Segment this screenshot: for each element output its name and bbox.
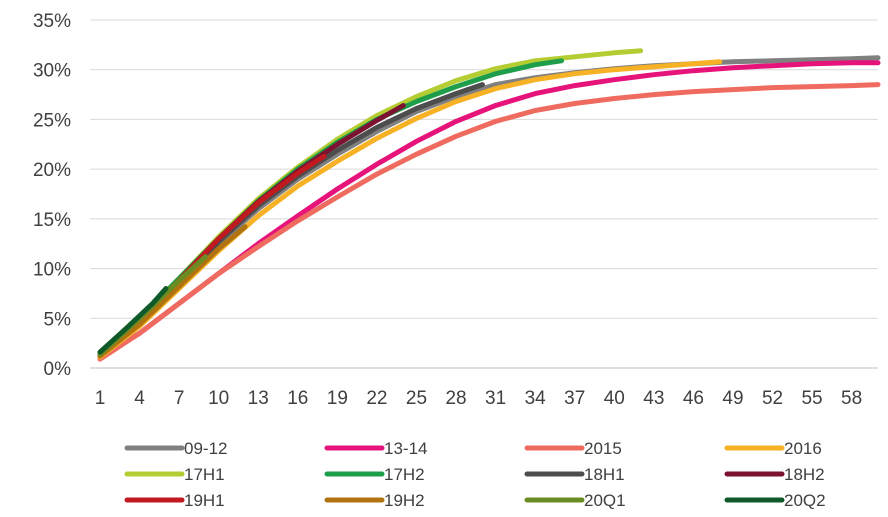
x-tick-label: 40 — [604, 388, 625, 409]
legend-label-17h1: 17H1 — [184, 465, 225, 484]
y-tick-label: 10% — [33, 260, 71, 281]
x-tick-label: 13 — [248, 388, 269, 409]
x-tick-label: 55 — [801, 388, 822, 409]
legend-label-20q1: 20Q1 — [584, 491, 626, 510]
x-tick-label: 28 — [445, 388, 466, 409]
x-tick-label: 1 — [95, 388, 106, 409]
y-axis-tick-labels: 0% 5% 10% 15% 20% 25% 30% 35% — [33, 11, 71, 380]
y-tick-label: 20% — [33, 160, 71, 181]
series-line-13-14 — [97, 60, 881, 361]
legend-label-19h2: 19H2 — [384, 491, 425, 510]
legend-label-19h1: 19H1 — [184, 491, 225, 510]
y-tick-label: 15% — [33, 210, 71, 231]
x-tick-label: 43 — [643, 388, 664, 409]
series-line-19h2 — [97, 224, 248, 359]
x-tick-label: 10 — [208, 388, 229, 409]
x-tick-label: 7 — [174, 388, 185, 409]
x-tick-label: 31 — [485, 388, 506, 409]
x-tick-label: 4 — [134, 388, 145, 409]
series-line-09-12 — [97, 55, 881, 359]
y-tick-label: 5% — [44, 309, 72, 330]
x-tick-label: 34 — [525, 388, 547, 409]
legend-label-17h2: 17H2 — [384, 465, 425, 484]
series-line-17h1 — [97, 48, 644, 356]
x-tick-label: 46 — [683, 388, 704, 409]
legend-label-2015: 2015 — [584, 439, 622, 458]
x-tick-label: 22 — [366, 388, 387, 409]
legend-label-18h2: 18H2 — [784, 465, 825, 484]
y-tick-label: 0% — [44, 359, 72, 380]
x-tick-label: 52 — [762, 388, 783, 409]
y-tick-label: 35% — [33, 11, 71, 32]
x-tick-label: 49 — [722, 388, 743, 409]
series-line-2015 — [97, 82, 881, 362]
series-line-20q2 — [97, 286, 169, 355]
legend-label-20q2: 20Q2 — [784, 491, 826, 510]
x-axis-tick-labels: 1 4 7 10 13 16 19 22 25 28 31 34 37 40 43 46 49 52 55 58 — [95, 388, 862, 409]
y-tick-label: 30% — [33, 61, 71, 82]
x-tick-label: 16 — [287, 388, 308, 409]
legend: 09-12 13-14 2015 2016 17H1 17H2 18H1 18H2 19H1 19… — [124, 439, 826, 510]
x-tick-label: 25 — [406, 388, 427, 409]
legend-label-18h1: 18H1 — [584, 465, 625, 484]
x-tick-label: 19 — [327, 388, 348, 409]
x-tick-label: 58 — [841, 388, 862, 409]
legend-label-09-12: 09-12 — [184, 439, 227, 458]
legend-label-2016: 2016 — [784, 439, 822, 458]
legend-label-13-14: 13-14 — [384, 439, 427, 458]
x-tick-label: 37 — [564, 388, 585, 409]
y-tick-label: 25% — [33, 110, 71, 131]
series-lines — [97, 48, 881, 362]
